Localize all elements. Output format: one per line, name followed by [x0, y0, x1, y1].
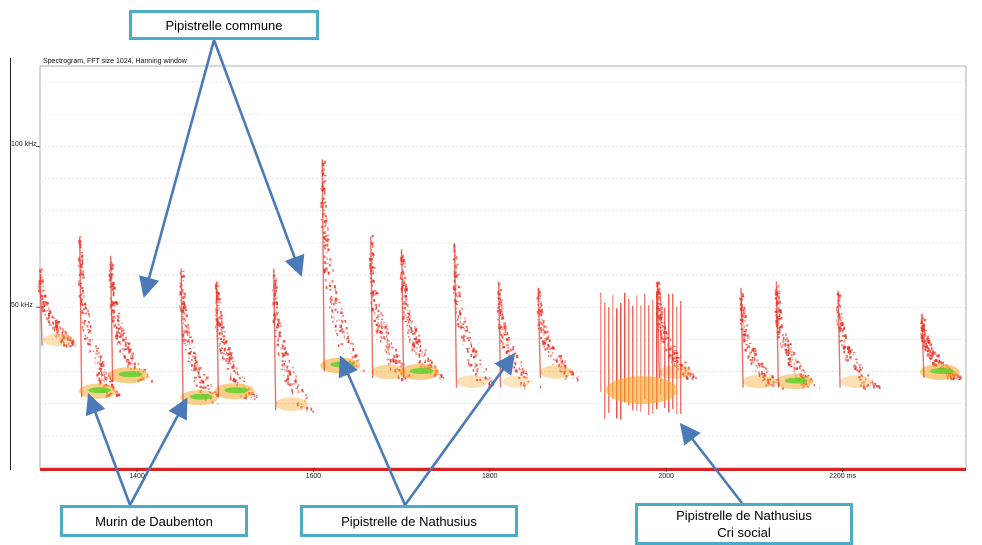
call-1	[38, 268, 77, 348]
x-tick-label: 2000	[658, 473, 674, 480]
call-15	[774, 281, 820, 390]
annotation-arrow	[679, 422, 744, 504]
callout-label: Pipistrelle commune	[165, 17, 283, 33]
call-12	[536, 287, 579, 382]
callout-label: Pipistrelle de Nathusius	[341, 513, 477, 529]
annotation-arrow	[212, 39, 305, 277]
call-6	[271, 268, 314, 413]
y-tick-label: 100 kHz	[11, 141, 37, 149]
callout-sublabel: Cri social	[717, 525, 771, 540]
callout-pipistrelle-de-nathusius: Pipistrelle de Nathusius	[300, 505, 518, 537]
call-4	[179, 268, 219, 406]
annotation-arrow	[403, 352, 516, 506]
call-9	[399, 249, 444, 380]
social-call-block	[600, 291, 682, 420]
annotation-arrow	[85, 393, 132, 506]
x-tick-label: 2200 ms	[829, 473, 856, 480]
call-10	[452, 242, 495, 388]
y-tick-label: 50 kHz	[11, 302, 33, 310]
x-tick-label: 1400	[129, 473, 145, 480]
x-tick-label: 1600	[305, 473, 322, 480]
call-17	[919, 313, 962, 381]
call-3	[108, 255, 154, 384]
callout-pipistrelle-nathusius-social: Pipistrelle de Nathusius Cri social	[635, 503, 853, 545]
callout-label: Pipistrelle de Nathusius	[676, 508, 812, 523]
callout-pipistrelle-commune: Pipistrelle commune	[129, 10, 319, 40]
call-16	[836, 290, 881, 390]
annotation-arrow	[139, 39, 216, 299]
annotation-arrow	[338, 355, 407, 506]
plot-frame	[39, 65, 967, 469]
x-tick-label: 1800	[481, 473, 498, 480]
callout-label: Murin de Daubenton	[95, 513, 213, 529]
x-axis-floor	[40, 468, 966, 471]
annotation-arrow	[128, 397, 188, 506]
left-axis-rule	[10, 58, 11, 470]
call-8	[368, 235, 411, 382]
callout-murin-de-daubenton: Murin de Daubenton	[60, 505, 248, 537]
call-14	[739, 287, 784, 390]
call-5	[214, 281, 258, 401]
call-11	[496, 281, 542, 389]
spectrogram-title: Spectrogram, FFT size 1024, Hanning wind…	[43, 58, 187, 65]
